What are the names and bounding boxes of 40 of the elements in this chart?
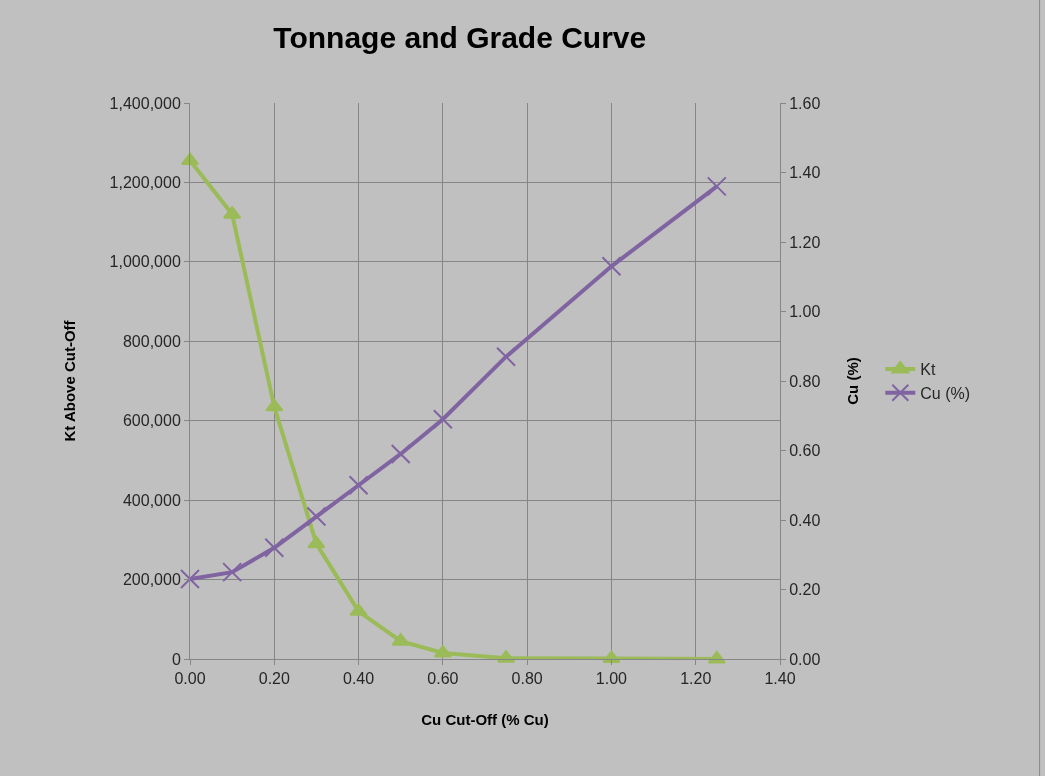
point — [180, 569, 200, 590]
chart-title: Tonnage and Grade Curve — [273, 21, 647, 55]
y2-tick-label: 1.60 — [789, 94, 821, 112]
y2-axis-title: Cu (%) — [844, 357, 862, 405]
y-tick-label: 0 — [171, 650, 181, 668]
x-tick-label: 0.20 — [258, 670, 290, 688]
point — [264, 537, 285, 558]
x-axis-title: Cu Cut-Off (% Cu) — [421, 711, 549, 729]
x-tick-label: 0.80 — [511, 670, 543, 688]
y2-tick-label: 1.00 — [789, 303, 821, 321]
x-tick-label: 1.40 — [764, 670, 796, 688]
point — [348, 475, 369, 496]
y-tick-label: 1,400,000 — [109, 94, 181, 112]
point — [306, 506, 327, 527]
x-tick-label: 0.40 — [343, 670, 375, 688]
point — [222, 562, 243, 583]
y-tick-label: 200,000 — [122, 571, 181, 589]
y2-tick-label: 0.80 — [789, 372, 821, 390]
x-tick-label: 1.20 — [680, 670, 712, 688]
y-tick-label: 1,200,000 — [109, 174, 181, 192]
y2-tick-label: 0.60 — [789, 442, 821, 460]
y2-tick-label: 0.00 — [789, 650, 821, 668]
y2-tick-label: 1.40 — [789, 164, 821, 182]
x-tick-label: 0.60 — [427, 670, 459, 688]
point — [706, 176, 727, 197]
legend-label: Kt — [920, 361, 936, 379]
legend-label: Cu (%) — [920, 384, 971, 402]
y-tick-label: 800,000 — [122, 332, 181, 350]
y2-tick-label: 0.40 — [789, 511, 821, 529]
y-tick-label: 600,000 — [122, 412, 181, 430]
point — [265, 398, 284, 412]
point — [180, 152, 200, 166]
y2-tick-label: 1.20 — [789, 233, 821, 251]
y-axis-title: Kt Above Cut-Off — [60, 319, 78, 442]
y-tick-label: 1,000,000 — [109, 253, 181, 271]
y2-tick-label: 0.20 — [789, 581, 821, 599]
x-tick-label: 0.00 — [174, 670, 206, 688]
x-tick-label: 1.00 — [595, 670, 628, 688]
y-tick-label: 400,000 — [122, 491, 181, 509]
point — [307, 535, 326, 549]
